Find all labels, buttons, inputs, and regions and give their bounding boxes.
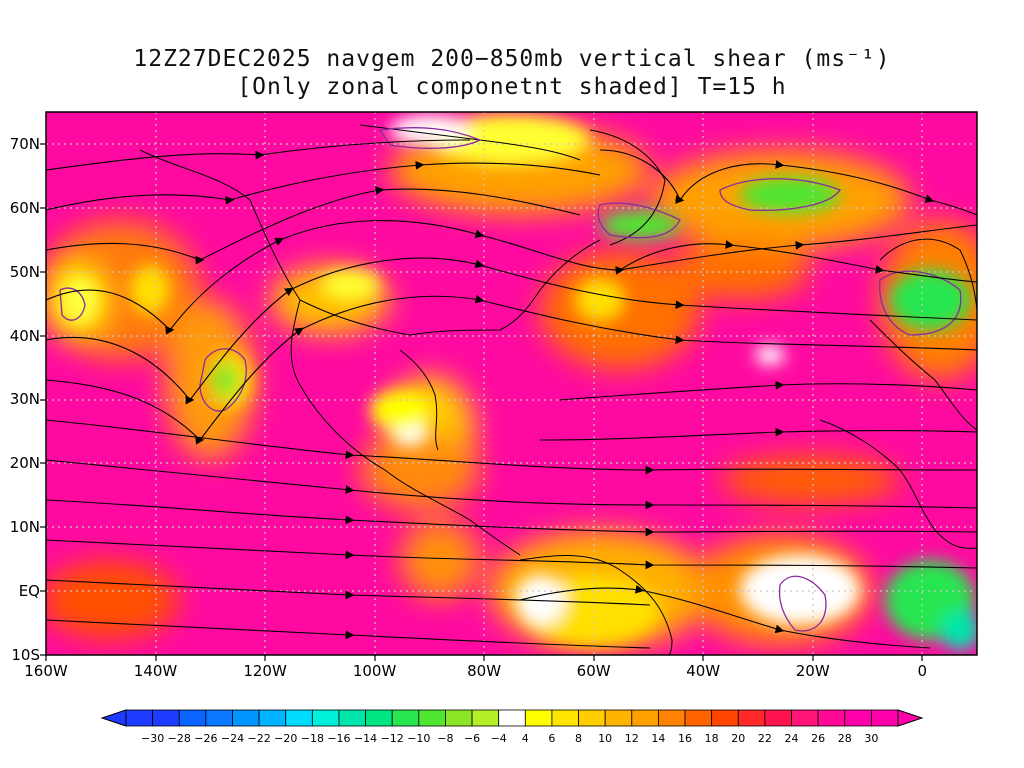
colorbar-swatch	[631, 709, 659, 727]
colorbar-label: −24	[220, 732, 245, 745]
colorbar-label: 28	[837, 732, 852, 745]
colorbar-label: 30	[864, 732, 879, 745]
colorbar-label: −26	[194, 732, 218, 745]
colorbar-label: −28	[167, 732, 191, 745]
colorbar-label: −6	[463, 732, 481, 745]
colorbar-swatch	[684, 709, 713, 727]
colorbar-label: −14	[353, 732, 378, 745]
colorbar-swatch	[471, 709, 500, 727]
colorbar-swatch	[844, 709, 872, 727]
colorbar-swatch	[445, 709, 473, 727]
lat-ticks	[40, 143, 46, 656]
colorbar-label: −20	[274, 732, 298, 745]
colorbar-label: −22	[247, 732, 271, 745]
colorbar-swatch	[791, 709, 819, 727]
colorbar-label: 18	[704, 732, 719, 745]
lat-label: 50N	[9, 262, 40, 281]
lon-label: 80W	[467, 662, 502, 680]
colorbar-label: −12	[380, 732, 404, 745]
colorbar-arrow-left	[100, 709, 127, 727]
colorbar-label: −8	[437, 732, 454, 745]
colorbar-swatch	[711, 709, 739, 727]
colorbar-swatch	[551, 709, 579, 727]
colorbar-label: 16	[678, 732, 693, 745]
lon-label: 0	[917, 662, 927, 680]
colorbar-swatch	[311, 709, 340, 727]
colorbar-swatch	[152, 709, 180, 727]
colorbar-swatch	[524, 709, 553, 727]
colorbar-swatch	[125, 709, 154, 727]
colorbar-label: 26	[811, 732, 826, 745]
map-frame	[45, 111, 978, 656]
colorbar-label: 12	[624, 732, 639, 745]
colorbar-label: −18	[300, 732, 324, 745]
colorbar-label: 6	[548, 732, 556, 745]
lon-ticks	[45, 655, 923, 661]
colorbar-swatch	[578, 709, 606, 727]
lat-label: 20N	[9, 454, 40, 473]
colorbar-swatch	[764, 709, 792, 727]
colorbar-swatch	[258, 709, 287, 727]
lon-label: 140W	[133, 662, 178, 680]
chart-title-line1: 12Z27DEC2025 navgem 200−850mb vertical s…	[133, 46, 891, 72]
colorbar-label: 22	[757, 732, 772, 745]
colorbar-swatch	[498, 709, 526, 727]
colorbar-label: −16	[327, 732, 351, 745]
lat-label: 40N	[9, 326, 40, 345]
lat-label: 30N	[9, 390, 40, 409]
colorbar-label: −4	[490, 732, 507, 745]
lat-label: 10N	[9, 518, 40, 537]
lat-label: 10S	[11, 646, 40, 664]
colorbar-label: 4	[521, 732, 529, 745]
colorbar-swatch	[658, 709, 686, 727]
colorbar-label: 10	[598, 732, 613, 745]
lon-label: 20W	[795, 662, 830, 680]
colorbar-swatch	[232, 709, 260, 727]
colorbar-swatch	[817, 709, 846, 727]
colorbar-swatch	[365, 709, 393, 727]
colorbar-arrow-right	[897, 709, 924, 727]
lat-label: 70N	[9, 134, 40, 153]
colorbar-swatch	[205, 709, 233, 727]
colorbar-label: 24	[784, 732, 799, 745]
colorbar-swatch	[338, 709, 366, 727]
colorbar-swatch	[870, 709, 899, 727]
colorbar-swatch	[391, 709, 420, 727]
lat-label: EQ	[18, 582, 40, 601]
colorbar	[100, 709, 924, 727]
lat-label: 60N	[9, 198, 40, 217]
colorbar-label: 20	[731, 732, 746, 745]
colorbar-label: 14	[651, 732, 666, 745]
colorbar-swatch	[418, 709, 446, 727]
streamlines	[46, 139, 977, 649]
chart-title-line2: [Only zonal componetnt shaded] T=15 h	[237, 74, 787, 100]
colorbar-label: −10	[407, 732, 431, 745]
colorbar-label: 8	[575, 732, 583, 745]
lon-label: 40W	[686, 662, 721, 680]
lon-label: 60W	[576, 662, 611, 680]
colorbar-swatch	[737, 709, 766, 727]
colorbar-swatch	[604, 709, 633, 727]
colorbar-swatch	[178, 709, 207, 727]
colorbar-swatch	[285, 709, 313, 727]
lon-label: 160W	[24, 662, 68, 680]
lon-label: 120W	[243, 662, 287, 680]
colorbar-label: −30	[141, 732, 165, 745]
lon-label: 100W	[352, 662, 397, 680]
